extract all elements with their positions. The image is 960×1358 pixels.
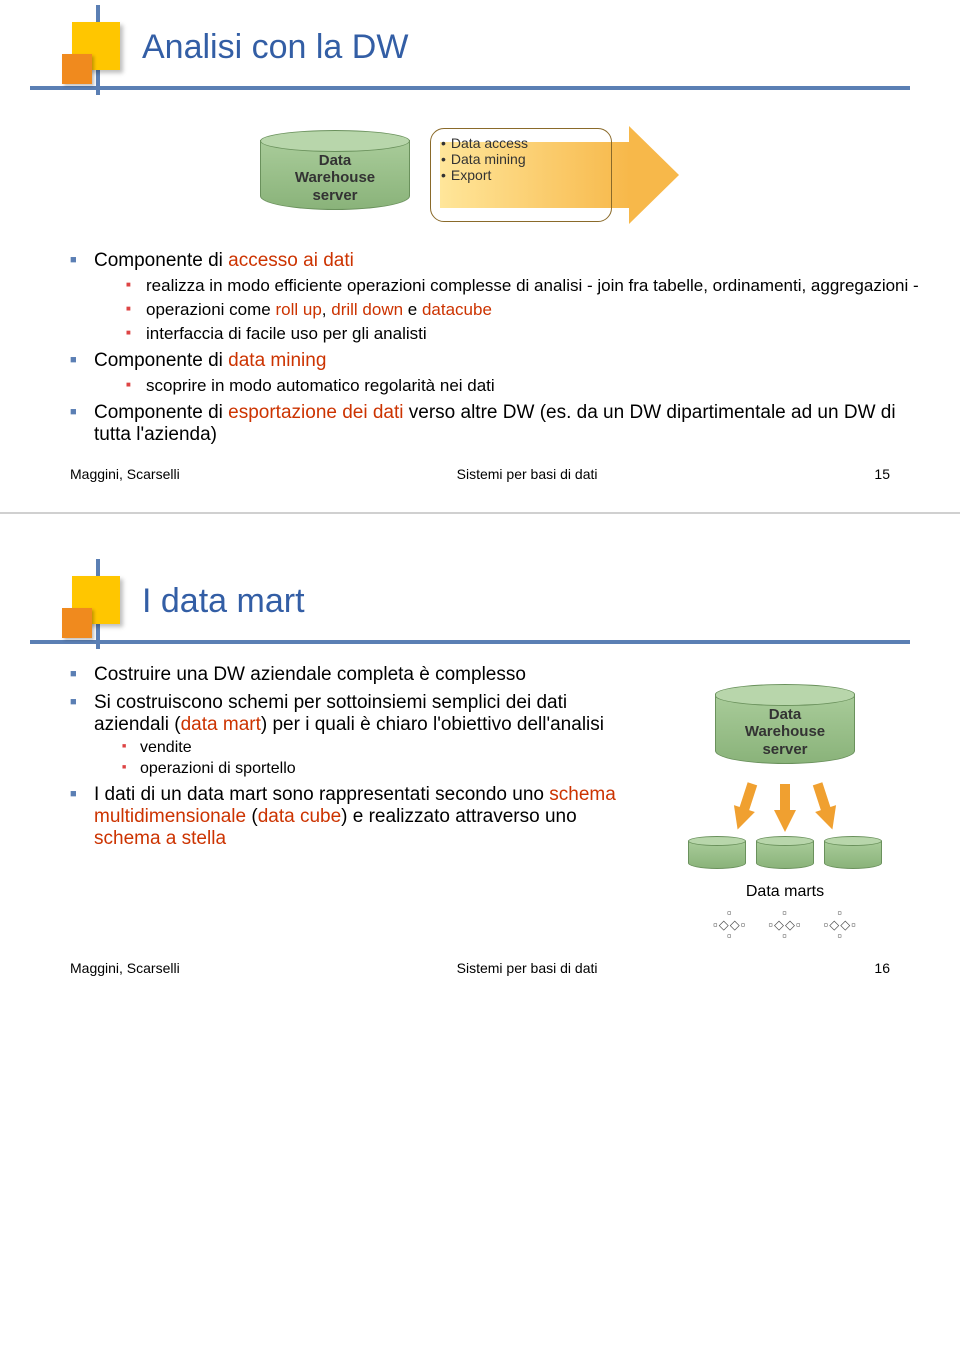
title-accent-horizontal bbox=[30, 640, 910, 644]
title-block: I data mart bbox=[40, 564, 920, 654]
mart-cylinder bbox=[756, 836, 814, 870]
op-item: Data mining bbox=[441, 151, 601, 167]
datamart-diagram: Data Warehouse server Data marts ▫▫◇◇▫▫ … bbox=[670, 684, 900, 1034]
bullet-accesso: Componente di accesso ai dati realizza i… bbox=[70, 250, 920, 344]
dw-server-cylinder: Data Warehouse server bbox=[260, 130, 410, 210]
mart-cylinder bbox=[824, 836, 882, 870]
bullet-schema: I dati di un data mart sono rappresentat… bbox=[70, 784, 640, 850]
title-accent-horizontal bbox=[30, 86, 910, 90]
arrow-icon bbox=[727, 805, 755, 833]
cylinder-label: Data Warehouse server bbox=[260, 152, 410, 204]
sub-bullet: scoprire in modo automatico regolarità n… bbox=[126, 376, 920, 396]
marts-label: Data marts bbox=[670, 883, 900, 901]
star-schema-icon: ▫▫◇◇▫▫ bbox=[713, 907, 746, 942]
cyl-l1: Data bbox=[319, 152, 352, 169]
title-block: Analisi con la DW bbox=[40, 10, 920, 100]
bullet-export: Componente di esportazione dei dati vers… bbox=[70, 402, 920, 446]
slide-2: I data mart Data Warehouse server Data m… bbox=[0, 514, 960, 1006]
operations-arrow: Data access Data mining Export bbox=[440, 130, 700, 220]
dw-diagram: Data Warehouse server Data access Data m… bbox=[180, 110, 780, 240]
bullet-list: Componente di accesso ai dati realizza i… bbox=[40, 250, 920, 446]
op-item: Export bbox=[441, 167, 601, 183]
operations-box: Data access Data mining Export bbox=[430, 128, 612, 222]
slide-footer: Maggini, Scarselli Sistemi per basi di d… bbox=[40, 466, 920, 482]
sub-bullet: operazioni di sportello bbox=[122, 760, 640, 778]
footer-authors: Maggini, Scarselli bbox=[70, 466, 180, 482]
arrow-icon bbox=[815, 805, 843, 833]
bullet-mining: Componente di data mining scoprire in mo… bbox=[70, 350, 920, 396]
arrow-icon bbox=[774, 810, 796, 832]
slide-1: Analisi con la DW Data Warehouse server … bbox=[0, 0, 960, 512]
footer-course: Sistemi per basi di dati bbox=[180, 466, 875, 482]
footer-page: 15 bbox=[874, 466, 890, 482]
sub-bullet: operazioni come roll up, drill down e da… bbox=[126, 300, 920, 320]
accent-text: accesso ai dati bbox=[228, 250, 354, 271]
op-item: Data access bbox=[441, 135, 601, 151]
slide-title: I data mart bbox=[142, 582, 305, 621]
star-schemas: ▫▫◇◇▫▫ ▫▫◇◇▫▫ ▫▫◇◇▫▫ bbox=[670, 907, 900, 945]
title-marker-orange bbox=[62, 54, 92, 84]
bullet-complesso: Costruire una DW aziendale completa è co… bbox=[70, 664, 640, 686]
accent-text: esportazione dei dati bbox=[228, 402, 403, 423]
bullet-list: Costruire una DW aziendale completa è co… bbox=[40, 664, 640, 850]
bullet-datamart: Si costruiscono schemi per sottoinsiemi … bbox=[70, 692, 640, 778]
mart-cylinder bbox=[688, 836, 746, 870]
sub-bullet: realizza in modo efficiente operazioni c… bbox=[126, 276, 920, 296]
footer-authors: Maggini, Scarselli bbox=[70, 960, 180, 976]
cyl-l2: Warehouse bbox=[295, 169, 375, 186]
sub-bullet: interfaccia di facile uso per gli analis… bbox=[126, 324, 920, 344]
dw-server-cylinder: Data Warehouse server bbox=[715, 684, 855, 764]
arrows-down bbox=[670, 772, 900, 832]
accent-text: data mining bbox=[228, 350, 326, 371]
cyl-l3: server bbox=[312, 187, 357, 204]
star-schema-icon: ▫▫◇◇▫▫ bbox=[768, 907, 801, 942]
datamart-cylinders bbox=[670, 836, 900, 875]
sub-bullet: vendite bbox=[122, 739, 640, 757]
title-marker-orange bbox=[62, 608, 92, 638]
cylinder-label: Data Warehouse server bbox=[715, 706, 855, 758]
star-schema-icon: ▫▫◇◇▫▫ bbox=[824, 907, 857, 942]
slide-title: Analisi con la DW bbox=[142, 28, 408, 67]
